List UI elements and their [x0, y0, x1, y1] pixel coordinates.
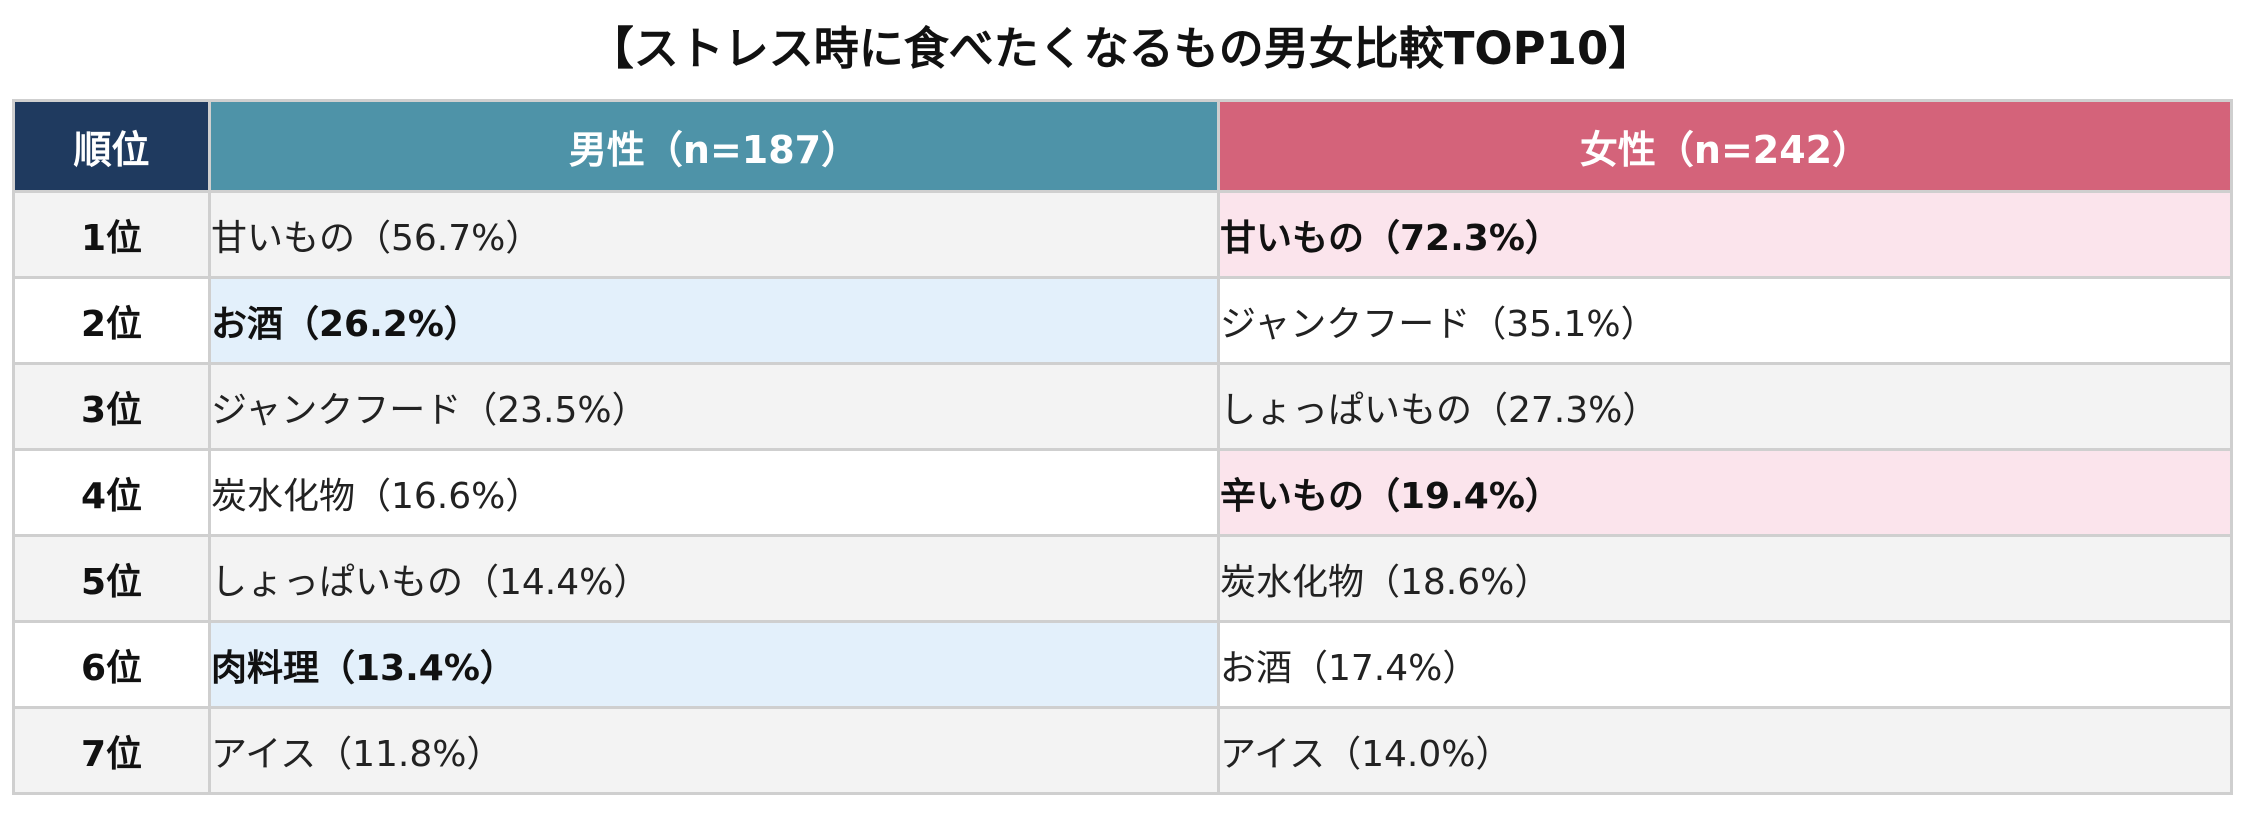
- female-item-cell: 甘いもの（72.3%）: [1217, 190, 2233, 279]
- rank-cell: 6位: [12, 620, 211, 709]
- male-item-cell: 炭水化物（16.6%）: [208, 448, 1220, 537]
- table-row: 5位 しょっぱいもの（14.4%） 炭水化物（18.6%）: [12, 534, 2233, 623]
- female-item-cell: 辛いもの（19.4%）: [1217, 448, 2233, 537]
- male-item-cell: 肉料理（13.4%）: [208, 620, 1220, 709]
- male-item-cell: アイス（11.8%）: [208, 706, 1220, 795]
- rank-cell: 1位: [12, 190, 211, 279]
- table-row: 3位 ジャンクフード（23.5%） しょっぱいもの（27.3%）: [12, 362, 2233, 451]
- page-title: 【ストレス時に食べたくなるもの男女比較TOP10】: [588, 22, 1654, 75]
- header-row: 順位 男性（n=187） 女性（n=242）: [12, 99, 2233, 193]
- table-row: 1位 甘いもの（56.7%） 甘いもの（72.3%）: [12, 190, 2233, 279]
- table-row: 7位 アイス（11.8%） アイス（14.0%）: [12, 706, 2233, 795]
- rank-cell: 7位: [12, 706, 211, 795]
- table-row: 2位 お酒（26.2%） ジャンクフード（35.1%）: [12, 276, 2233, 365]
- male-column-header: 男性（n=187）: [208, 99, 1220, 193]
- female-item-cell: ジャンクフード（35.1%）: [1217, 276, 2233, 365]
- male-item-cell: ジャンクフード（23.5%）: [208, 362, 1220, 451]
- rank-cell: 3位: [12, 362, 211, 451]
- male-item-cell: 甘いもの（56.7%）: [208, 190, 1220, 279]
- table-row: 4位 炭水化物（16.6%） 辛いもの（19.4%）: [12, 448, 2233, 537]
- female-item-cell: 炭水化物（18.6%）: [1217, 534, 2233, 623]
- table-row: 6位 肉料理（13.4%） お酒（17.4%）: [12, 620, 2233, 709]
- female-column-header: 女性（n=242）: [1217, 99, 2233, 193]
- female-item-cell: お酒（17.4%）: [1217, 620, 2233, 709]
- ranking-table: 順位 男性（n=187） 女性（n=242） 1位 甘いもの（56.7%） 甘い…: [12, 99, 2233, 795]
- female-item-cell: アイス（14.0%）: [1217, 706, 2233, 795]
- rank-cell: 2位: [12, 276, 211, 365]
- rank-column-header: 順位: [12, 99, 211, 193]
- female-item-cell: しょっぱいもの（27.3%）: [1217, 362, 2233, 451]
- rank-cell: 4位: [12, 448, 211, 537]
- male-item-cell: お酒（26.2%）: [208, 276, 1220, 365]
- rank-cell: 5位: [12, 534, 211, 623]
- male-item-cell: しょっぱいもの（14.4%）: [208, 534, 1220, 623]
